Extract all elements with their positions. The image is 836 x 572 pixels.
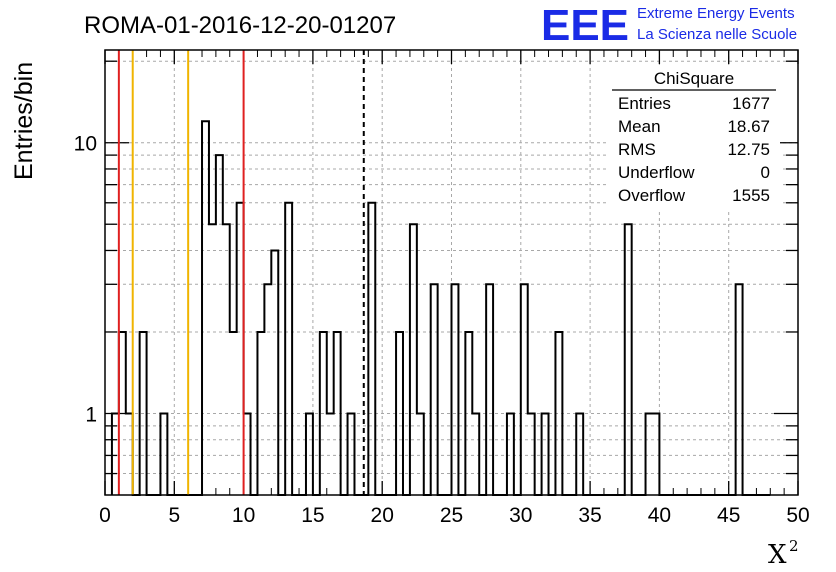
x-tick-label: 0 [99,504,111,527]
histogram-bin [202,121,209,495]
histogram-bin [452,284,459,495]
stats-box-name: ChiSquare [654,69,734,88]
histogram-outline [110,120,771,496]
stats-row-value: 12.75 [727,140,770,159]
logo-mark: EEE [541,1,629,50]
stats-row-label: Overflow [618,186,686,205]
histogram-bin [209,224,216,495]
x-axis-label-base: X [768,540,787,570]
logo-line2: La Scienza nelle Scuole [637,26,797,43]
histogram-bin [410,224,417,495]
histogram-bin [521,284,528,495]
stats-rows: Entries 1677 Mean 18.67 RMS 12.75 Underflow 0 Ov… [618,94,770,205]
stats-row-label: RMS [618,140,656,159]
x-tick-label: 35 [578,504,601,527]
stats-row-label: Entries [618,94,671,113]
stats-box: ChiSquare Entries 1677 Mean 18.67 RMS 12.75 Un… [608,68,780,212]
x-tick-label: 40 [648,504,671,527]
x-tick-label: 10 [232,504,255,527]
x-tick-label: 20 [371,504,394,527]
logo-line1: Extreme Energy Events [637,5,795,22]
histogram-bin [736,284,743,495]
y-tick-label: 1 [85,403,97,426]
x-tick-label: 15 [301,504,324,527]
histogram-bin [237,203,244,495]
histogram-bin [271,250,278,495]
chart-title: ROMA-01-2016-12-20-01207 [84,12,396,39]
x-axis-label-superscript: 2 [789,537,799,555]
histogram-bin [431,284,438,495]
histogram-bars [110,120,771,496]
y-axis-label: Entries/bin [10,62,38,180]
x-tick-label: 25 [440,504,463,527]
stats-box-background [608,68,780,212]
stats-row-label: Mean [618,117,661,136]
x-axis-label: X 2 [768,537,799,570]
x-tick-label: 5 [168,504,180,527]
histogram-bin [223,224,230,495]
histogram-bin [285,203,292,495]
stats-row-label: Underflow [618,163,695,182]
histogram-bin [368,203,375,495]
x-tick-label: 30 [509,504,532,527]
histogram-bin [216,155,223,495]
stats-row-value: 0 [761,163,770,182]
threshold-lines [117,50,365,495]
histogram-bin [486,284,493,495]
plot-frame [104,49,799,496]
eee-logo: EEE Extreme Energy Events La Scienza nel… [541,1,797,50]
histogram-bin [264,284,271,495]
histogram-bin [625,224,632,495]
x-tick-label: 50 [786,504,809,527]
x-tick-label: 45 [717,504,740,527]
stats-row-value: 1677 [732,94,770,113]
stats-row-value: 1555 [732,186,770,205]
stats-row-value: 18.67 [727,117,770,136]
y-tick-label: 10 [74,133,97,156]
